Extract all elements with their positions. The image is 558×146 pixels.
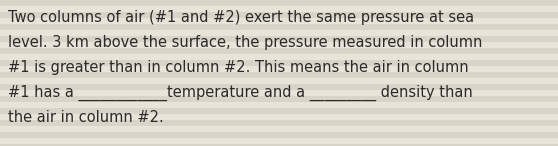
Bar (0, 54, 558, 60)
Text: #1 is greater than in column #2. This means the air in column: #1 is greater than in column #2. This me… (8, 60, 469, 75)
Bar (0, 66, 558, 72)
Bar (0, 18, 558, 24)
Bar (0, 84, 558, 90)
Bar (0, 90, 558, 96)
Bar (0, 42, 558, 48)
Bar (0, 96, 558, 102)
Bar (0, 6, 558, 12)
Bar (0, 12, 558, 18)
Text: the air in column #2.: the air in column #2. (8, 110, 163, 125)
Bar (0, 108, 558, 114)
Bar (0, 126, 558, 132)
Bar (0, 144, 558, 146)
Bar (0, 120, 558, 126)
Bar (0, 0, 558, 6)
Bar (0, 132, 558, 138)
Bar (0, 48, 558, 54)
Bar (0, 24, 558, 30)
Bar (0, 72, 558, 78)
Text: level. 3 km above the surface, the pressure measured in column: level. 3 km above the surface, the press… (8, 35, 482, 50)
Bar (0, 138, 558, 144)
Bar (0, 60, 558, 66)
Bar (0, 102, 558, 108)
Bar (0, 114, 558, 120)
Bar (0, 30, 558, 36)
Text: Two columns of air (#1 and #2) exert the same pressure at sea: Two columns of air (#1 and #2) exert the… (8, 10, 474, 25)
Bar (0, 36, 558, 42)
Text: #1 has a ____________temperature and a _________ density than: #1 has a ____________temperature and a _… (8, 85, 473, 101)
Bar (0, 78, 558, 84)
